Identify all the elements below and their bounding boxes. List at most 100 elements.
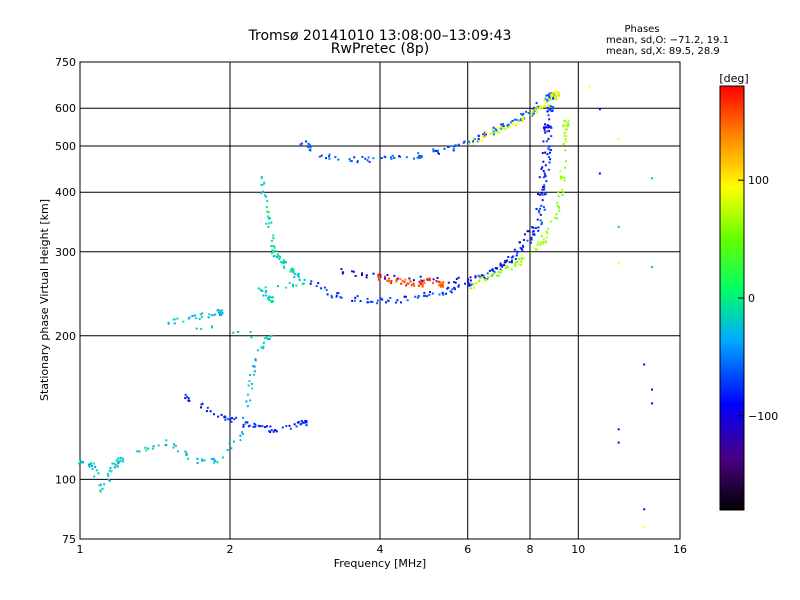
data-point bbox=[544, 151, 547, 154]
data-point bbox=[200, 316, 203, 319]
data-point bbox=[527, 112, 530, 114]
data-point bbox=[445, 292, 448, 295]
data-point bbox=[417, 295, 420, 298]
data-point bbox=[553, 95, 556, 98]
data-point bbox=[109, 467, 112, 470]
data-point bbox=[213, 459, 216, 462]
data-point bbox=[543, 184, 546, 187]
data-point bbox=[419, 155, 422, 158]
data-point bbox=[515, 123, 518, 126]
data-point bbox=[481, 276, 484, 279]
data-point bbox=[424, 294, 426, 297]
data-point bbox=[519, 246, 522, 249]
data-point bbox=[188, 316, 191, 319]
data-point bbox=[564, 140, 567, 143]
data-point bbox=[438, 280, 441, 283]
data-point bbox=[558, 209, 561, 212]
data-point bbox=[328, 157, 331, 160]
data-point bbox=[490, 132, 493, 135]
data-point bbox=[395, 280, 398, 283]
data-point bbox=[474, 276, 477, 279]
data-point bbox=[544, 192, 547, 195]
outlier-point bbox=[643, 525, 646, 528]
data-point bbox=[254, 358, 257, 361]
data-point bbox=[485, 278, 488, 281]
data-point bbox=[563, 134, 566, 137]
data-point bbox=[447, 146, 450, 148]
data-point bbox=[388, 277, 391, 280]
data-point bbox=[268, 217, 271, 220]
data-point bbox=[262, 341, 265, 344]
data-point bbox=[546, 99, 549, 102]
data-point bbox=[219, 314, 221, 316]
data-point bbox=[270, 300, 273, 303]
data-point bbox=[477, 274, 480, 277]
data-point bbox=[548, 93, 551, 96]
data-point bbox=[526, 230, 529, 233]
data-point bbox=[210, 314, 213, 317]
data-point bbox=[404, 295, 407, 298]
data-point bbox=[561, 194, 564, 196]
data-point bbox=[534, 248, 537, 251]
data-point bbox=[453, 145, 456, 148]
data-point bbox=[567, 124, 570, 127]
data-point bbox=[512, 122, 515, 125]
data-point bbox=[270, 245, 273, 248]
data-point bbox=[239, 434, 242, 437]
data-point bbox=[503, 261, 506, 264]
data-point bbox=[508, 261, 511, 264]
data-point bbox=[107, 478, 110, 481]
data-point bbox=[288, 281, 291, 284]
data-point bbox=[404, 278, 407, 281]
data-point bbox=[522, 120, 524, 123]
data-point bbox=[216, 461, 219, 464]
data-point bbox=[292, 285, 294, 288]
data-point bbox=[546, 106, 549, 109]
data-point bbox=[230, 420, 233, 423]
data-point bbox=[246, 405, 249, 408]
data-point bbox=[536, 105, 539, 108]
data-point bbox=[113, 462, 116, 465]
data-point bbox=[542, 186, 544, 188]
data-point bbox=[489, 274, 492, 277]
data-point bbox=[504, 261, 507, 264]
data-point bbox=[538, 211, 541, 214]
data-point bbox=[506, 124, 509, 127]
data-point bbox=[308, 144, 311, 147]
data-point bbox=[546, 130, 549, 133]
data-point bbox=[544, 105, 547, 108]
data-point bbox=[310, 280, 313, 283]
data-point bbox=[535, 207, 538, 210]
data-point bbox=[265, 206, 268, 209]
data-point bbox=[90, 463, 92, 466]
data-point bbox=[468, 142, 470, 145]
data-point bbox=[206, 406, 209, 409]
data-point bbox=[500, 126, 503, 129]
data-point bbox=[500, 264, 503, 267]
data-point bbox=[535, 106, 538, 109]
data-point bbox=[364, 157, 367, 160]
data-point bbox=[557, 191, 560, 193]
data-point bbox=[520, 247, 523, 250]
data-point bbox=[248, 424, 251, 427]
data-point bbox=[366, 301, 369, 304]
data-point bbox=[515, 254, 518, 257]
data-point bbox=[164, 444, 167, 447]
data-point bbox=[78, 462, 80, 465]
data-point bbox=[278, 258, 281, 260]
data-point bbox=[503, 264, 506, 267]
data-point bbox=[523, 233, 526, 236]
data-point bbox=[390, 158, 393, 161]
data-point bbox=[442, 285, 445, 288]
data-point bbox=[407, 282, 410, 285]
data-point bbox=[522, 112, 525, 115]
data-point bbox=[99, 490, 102, 493]
data-point bbox=[552, 96, 555, 98]
data-point bbox=[269, 296, 272, 299]
data-point bbox=[260, 346, 263, 349]
data-point bbox=[177, 450, 180, 453]
data-point bbox=[498, 131, 501, 134]
chart-title: Tromsø 20141010 13:08:00–13:09:43 bbox=[248, 28, 512, 44]
data-point bbox=[220, 413, 223, 416]
